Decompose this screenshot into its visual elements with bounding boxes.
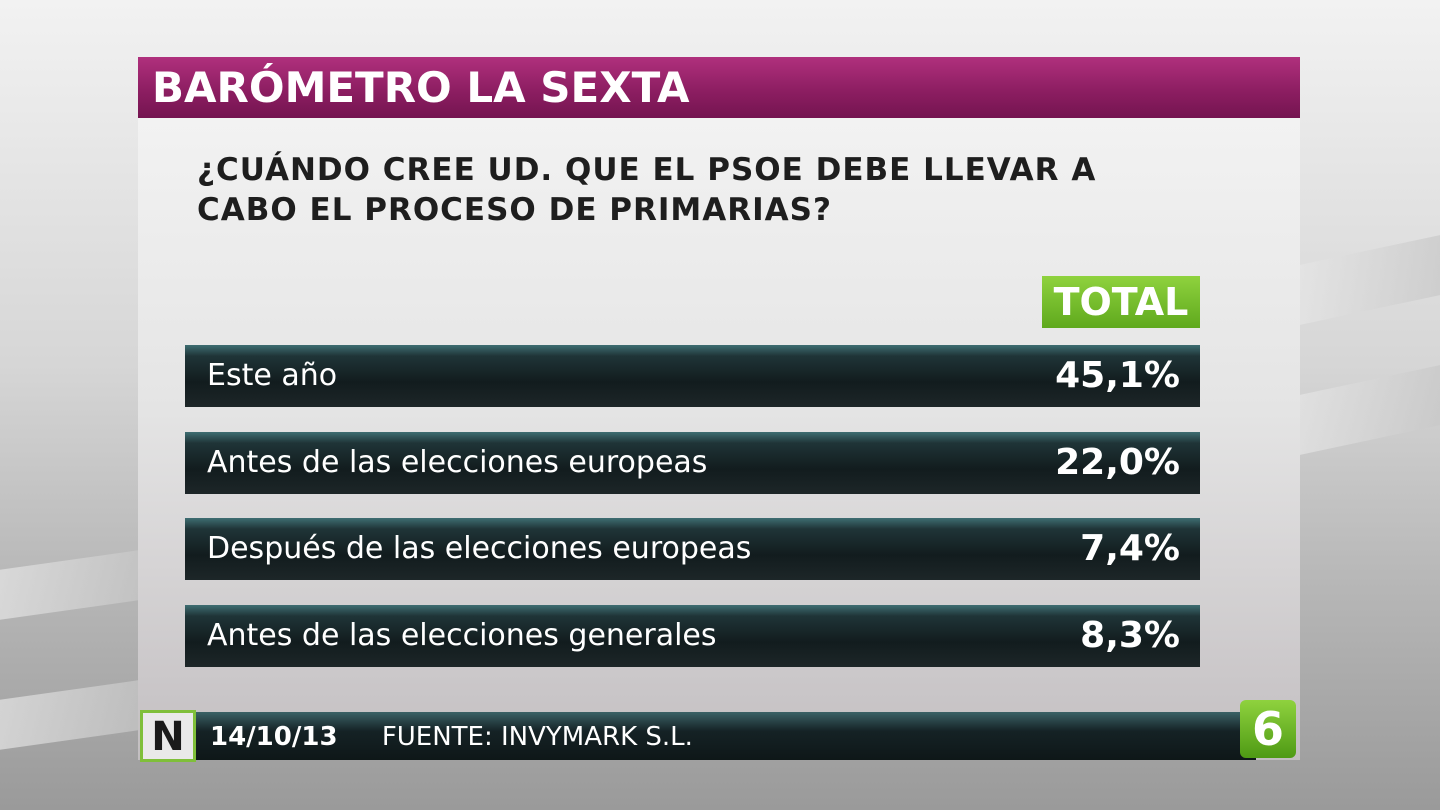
table-row: Antes de las elecciones europeas 22,0%	[185, 432, 1200, 494]
row-label: Este año	[207, 358, 338, 393]
row-value: 45,1%	[1055, 355, 1180, 396]
table-row: Este año 45,1%	[185, 345, 1200, 407]
row-label: Antes de las elecciones generales	[207, 618, 717, 653]
bg-shape	[1300, 235, 1440, 325]
question-line: CABO EL PROCESO DE PRIMARIAS?	[197, 192, 832, 228]
row-value: 8,3%	[1080, 615, 1180, 656]
channel-badge: N	[140, 710, 196, 762]
footer-date: 14/10/13	[210, 722, 338, 752]
question-line: ¿CUÁNDO CREE UD. QUE EL PSOE DEBE LLEVAR…	[197, 152, 1097, 188]
bg-shape	[1300, 365, 1440, 455]
header-title: BARÓMETRO LA SEXTA	[138, 57, 1300, 118]
row-value: 7,4%	[1080, 528, 1180, 569]
table-row: Después de las elecciones europeas 7,4%	[185, 518, 1200, 580]
bg-shape	[0, 550, 138, 620]
bg-shape	[0, 680, 138, 750]
footer-source: FUENTE: INVYMARK S.L.	[381, 722, 693, 752]
row-label: Antes de las elecciones europeas	[207, 445, 708, 480]
column-header: TOTAL	[1042, 276, 1200, 328]
footer-bar: 14/10/13 FUENTE: INVYMARK S.L.	[196, 712, 1256, 760]
row-label: Después de las elecciones europeas	[207, 531, 752, 566]
row-value: 22,0%	[1055, 442, 1180, 483]
channel-logo: 6	[1240, 700, 1296, 758]
table-row: Antes de las elecciones generales 8,3%	[185, 605, 1200, 667]
